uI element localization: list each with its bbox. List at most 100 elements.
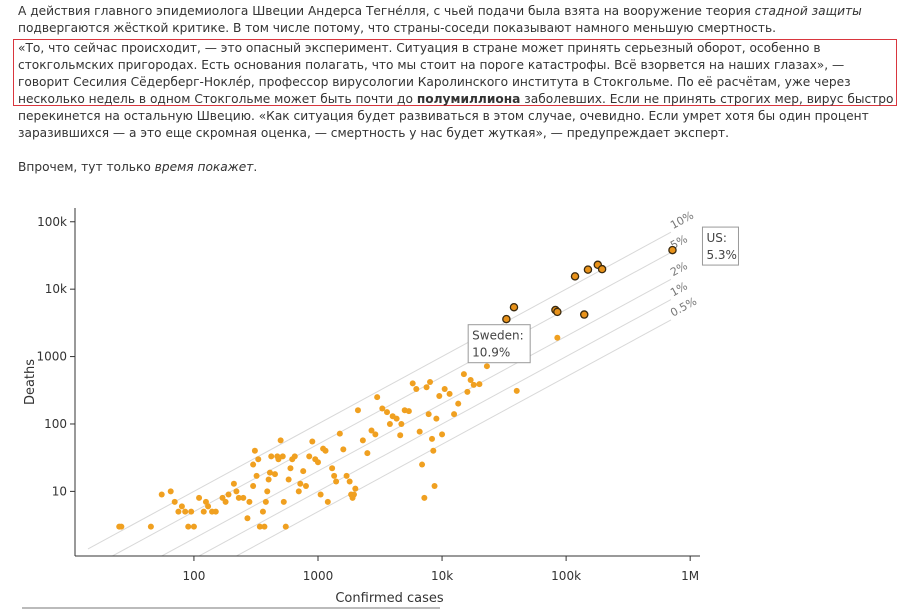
x-tick-label: 1M — [681, 569, 699, 583]
data-point — [470, 381, 477, 388]
data-point — [282, 523, 289, 530]
data-point — [427, 378, 434, 385]
data-point — [251, 447, 258, 454]
data-point — [287, 465, 294, 472]
reference-line-10pct — [87, 231, 672, 550]
callout-us: US: 5.3% — [701, 226, 739, 266]
y-tick-label: 100k — [37, 215, 67, 229]
data-point — [333, 478, 340, 485]
callout-value: 5.3% — [706, 248, 737, 262]
data-point — [441, 386, 448, 393]
data-point-highlighted — [509, 302, 519, 312]
data-point — [413, 386, 420, 393]
intro-paragraph: А действия главного эпидемиолога Швеции … — [18, 3, 894, 37]
data-point — [433, 415, 440, 422]
y-tick-label: 10k — [45, 282, 67, 296]
data-point — [222, 498, 229, 505]
x-tick-label: 100k — [551, 569, 581, 583]
data-point — [393, 415, 400, 422]
data-point — [250, 461, 257, 468]
data-point — [423, 384, 430, 391]
callout-box — [701, 226, 739, 266]
highlighted-quote-box — [13, 39, 897, 106]
data-point-highlighted — [502, 314, 511, 324]
callout-label: US: — [706, 231, 726, 245]
data-point — [416, 428, 423, 435]
x-axis-title: Confirmed cases — [335, 591, 444, 606]
data-point — [455, 400, 462, 407]
data-point — [436, 393, 443, 400]
data-point — [297, 480, 304, 487]
data-point — [384, 409, 391, 416]
data-point — [190, 523, 197, 530]
reference-line-label: 10% — [668, 209, 696, 232]
data-point — [374, 394, 381, 401]
data-point — [460, 371, 467, 378]
data-point — [554, 334, 561, 341]
data-point — [256, 523, 263, 530]
data-point — [233, 488, 240, 495]
y-axis-title: Deaths — [23, 359, 38, 405]
cases-vs-deaths-chart: 10% 5% 2% 1% 0.5% 10 100 1000 10k 100k 100 1000 10k 1… — [0, 200, 909, 615]
data-point — [306, 453, 313, 460]
callout-sweden: Sweden: 10.9% — [467, 324, 531, 364]
data-point — [405, 408, 412, 415]
data-point — [354, 407, 361, 414]
data-point — [246, 498, 253, 505]
callout-value: 10.9% — [472, 346, 510, 360]
data-point — [291, 453, 298, 460]
data-point — [343, 472, 350, 479]
data-point — [439, 431, 446, 438]
data-point — [230, 480, 237, 487]
data-point — [430, 447, 437, 454]
data-point-highlighted — [570, 272, 580, 281]
text-run: «То, что сейчас происходит, — это опасны… — [18, 41, 851, 106]
data-point — [277, 437, 284, 444]
data-point — [309, 438, 316, 445]
text-run: подвергаются жёсткой критике. В том числ… — [18, 21, 777, 35]
quote-paragraph: «То, что сейчас происходит, — это опасны… — [18, 40, 894, 142]
data-point — [336, 430, 343, 437]
data-point — [346, 478, 353, 485]
data-point — [268, 453, 275, 460]
data-point — [451, 411, 458, 418]
data-point — [285, 476, 292, 483]
data-point — [446, 390, 453, 397]
data-point — [324, 498, 331, 505]
data-point — [158, 491, 165, 498]
data-point — [202, 498, 209, 505]
data-point-highlighted — [579, 310, 589, 319]
data-point — [302, 483, 309, 490]
x-tick-label: 1000 — [303, 569, 334, 583]
data-point — [205, 503, 212, 510]
x-tick-label: 100 — [182, 569, 205, 583]
data-point — [431, 483, 438, 490]
data-point — [200, 508, 207, 515]
data-point — [350, 491, 357, 498]
data-point — [300, 468, 307, 475]
data-point — [467, 376, 474, 383]
data-point — [212, 508, 219, 515]
data-point — [264, 488, 271, 495]
data-point-highlighted — [583, 265, 593, 274]
data-point — [317, 491, 324, 498]
data-point — [255, 456, 262, 463]
data-point — [280, 498, 287, 505]
data-point-highlighted — [668, 245, 677, 255]
data-point — [171, 498, 178, 505]
data-point — [266, 469, 273, 476]
data-point — [379, 405, 386, 412]
y-tick-label: 100 — [44, 417, 67, 431]
data-point — [352, 485, 359, 492]
data-point — [340, 446, 347, 453]
data-point — [476, 381, 483, 388]
data-point — [178, 503, 185, 510]
data-point — [397, 432, 404, 439]
reference-line-2pct — [160, 278, 672, 556]
data-point — [322, 447, 329, 454]
data-point — [364, 450, 371, 457]
text-run: . — [253, 160, 258, 174]
data-point — [250, 483, 257, 490]
data-point — [175, 508, 182, 515]
